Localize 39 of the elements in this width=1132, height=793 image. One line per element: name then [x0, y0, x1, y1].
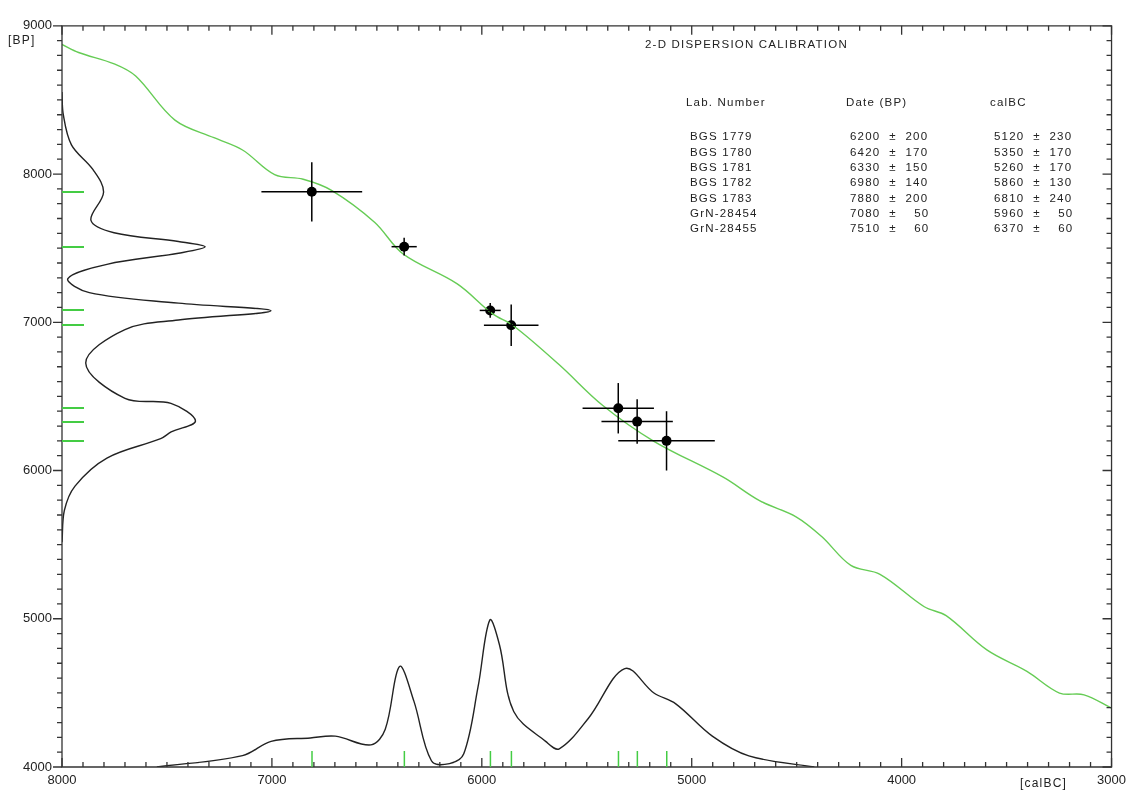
annotation: 7510 ± 60: [850, 222, 930, 235]
annotation: 5350 ± 170: [994, 145, 1073, 158]
annotation: 6330 ± 150: [850, 160, 929, 173]
annotation: 6200 ± 200: [850, 130, 929, 143]
annotation: BGS 1782: [690, 176, 753, 189]
y-tick-label: 6000: [23, 462, 52, 478]
annotation: 6810 ± 240: [994, 191, 1073, 204]
annotation: BGS 1780: [690, 145, 753, 158]
annotation: 7880 ± 200: [850, 191, 929, 204]
y-tick-label: 8000: [23, 165, 52, 181]
annotation: BGS 1781: [690, 160, 753, 173]
y-axis-title: [BP]: [8, 33, 36, 47]
annotation: Lab. Number: [686, 96, 766, 108]
x-tick-label: 8000: [47, 772, 77, 788]
y-tick-label: 5000: [23, 610, 52, 626]
x-tick-label: 3000: [1097, 772, 1126, 788]
y-tick-label: 9000: [23, 17, 52, 33]
annotation: calBC: [990, 96, 1027, 108]
annotation: GrN-28454: [690, 206, 758, 219]
y-tick-label: 4000: [23, 758, 52, 774]
annotation: 5260 ± 170: [994, 160, 1073, 173]
y-tick-label: 7000: [23, 313, 52, 329]
x-axis-title: [calBC]: [1020, 776, 1068, 790]
annotation: 5120 ± 230: [994, 130, 1073, 143]
x-tick-label: 4000: [887, 772, 917, 788]
x-tick-label: 7000: [257, 772, 287, 788]
annotation: GrN-28455: [690, 222, 758, 235]
x-tick-label: 6000: [467, 772, 497, 788]
text: 2-D DISPERSION CALIBRATION: [645, 38, 848, 50]
x-tick-label: 5000: [677, 772, 707, 788]
annotation: Date (BP): [846, 96, 908, 108]
annotation: 6420 ± 170: [850, 145, 929, 158]
annotation: 6980 ± 140: [850, 176, 929, 189]
annotation: 6370 ± 60: [994, 222, 1074, 235]
annotation: BGS 1779: [690, 130, 753, 143]
annotation: 5960 ± 50: [994, 206, 1074, 219]
annotation: 7080 ± 50: [850, 206, 930, 219]
annotation: 5860 ± 130: [994, 176, 1073, 189]
annotation: BGS 1783: [690, 191, 753, 204]
